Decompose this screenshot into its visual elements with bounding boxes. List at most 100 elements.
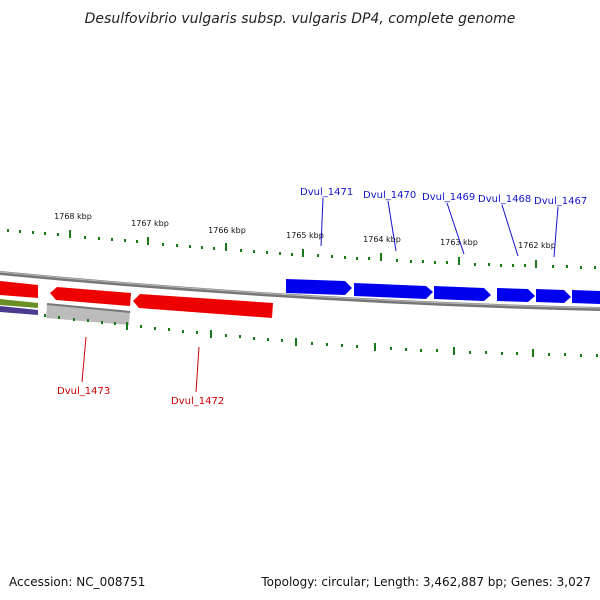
tick-dot <box>405 348 407 351</box>
tick-dot <box>580 266 582 269</box>
leader-line-dvul-1470 <box>387 200 397 252</box>
gene-arrow-blue-partial[interactable] <box>572 290 600 304</box>
tick-dot <box>154 327 156 330</box>
reverse-leader-lines <box>81 336 200 393</box>
tick-dot <box>446 261 448 264</box>
leader-line-dvul-1471 <box>320 197 324 247</box>
major-tick <box>458 257 460 265</box>
tick-dot <box>500 264 502 267</box>
leader-line-dvul-1472 <box>195 346 200 393</box>
tick-dot <box>311 342 313 345</box>
gene-arrow-dvul-1473[interactable] <box>50 287 131 306</box>
tick-dot <box>213 247 215 250</box>
gene-label-dvul-1468[interactable]: Dvul_1468 <box>478 194 531 205</box>
major-tick <box>302 249 304 257</box>
gene-arrow-dvul-1471[interactable] <box>286 279 352 295</box>
tick-dot <box>356 345 358 348</box>
tick-dot <box>44 314 46 317</box>
gene-arrow-dvul-1468[interactable] <box>497 288 535 302</box>
tick-dot <box>114 322 116 325</box>
major-tick <box>380 253 382 261</box>
tick-label-1766: 1766 kbp <box>208 226 246 235</box>
tick-label-1768: 1768 kbp <box>54 212 92 221</box>
major-tick <box>225 243 227 251</box>
tick-dot <box>420 349 422 352</box>
gene-label-dvul-1467[interactable]: Dvul_1467 <box>534 196 587 207</box>
major-tick <box>535 260 537 268</box>
tick-dot <box>98 237 100 240</box>
tick-dot <box>331 255 333 258</box>
tick-dot <box>410 260 412 263</box>
tick-dot <box>176 244 178 247</box>
tick-label-1767: 1767 kbp <box>131 219 169 228</box>
tick-dot <box>524 264 526 267</box>
gene-label-dvul-1470[interactable]: Dvul_1470 <box>363 190 416 201</box>
gene-arrow-dvul-1472[interactable] <box>133 294 273 318</box>
tick-label-1762: 1762 kbp <box>518 241 556 250</box>
forward-genes <box>286 279 600 304</box>
tick-dot <box>136 240 138 243</box>
gene-arrow-dvul-1470[interactable] <box>354 283 433 299</box>
gene-label-dvul-1471[interactable]: Dvul_1471 <box>300 187 353 198</box>
tick-dot <box>253 250 255 253</box>
tick-dot <box>291 253 293 256</box>
tick-dot <box>101 321 103 324</box>
tick-dot <box>44 232 46 235</box>
major-tick <box>532 349 534 357</box>
reverse-genes <box>50 287 273 318</box>
tick-dot <box>201 246 203 249</box>
tick-label-1763: 1763 kbp <box>440 238 478 247</box>
tick-dot <box>189 245 191 248</box>
tick-dot <box>19 230 21 233</box>
tick-dot <box>516 352 518 355</box>
major-tick <box>210 330 212 338</box>
accession-text: Accession: NC_008751 <box>9 575 145 589</box>
major-tick <box>453 347 455 355</box>
tick-dot <box>485 351 487 354</box>
tick-dot <box>182 330 184 333</box>
tick-dot <box>57 233 59 236</box>
tick-dot <box>317 254 319 257</box>
tick-dot <box>436 349 438 352</box>
tick-dot <box>422 260 424 263</box>
left-strand-purple <box>0 306 38 315</box>
tick-dot <box>390 347 392 350</box>
tick-dot <box>84 236 86 239</box>
tick-dot <box>58 316 60 319</box>
tick-dot <box>548 353 550 356</box>
tick-dot <box>580 354 582 357</box>
tick-dot <box>162 243 164 246</box>
tick-dot <box>281 339 283 342</box>
leader-line-dvul-1473 <box>81 336 87 383</box>
gene-label-dvul-1469[interactable]: Dvul_1469 <box>422 192 475 203</box>
tick-dot <box>111 238 113 241</box>
tick-dot <box>564 353 566 356</box>
forward-leader-lines <box>320 197 559 258</box>
leader-line-dvul-1468 <box>501 204 519 257</box>
tick-dot <box>344 256 346 259</box>
tick-label-1764: 1764 kbp <box>363 235 401 244</box>
major-tick <box>374 343 376 351</box>
genome-backbone <box>0 271 600 311</box>
genome-backbone-highlight <box>0 271 600 309</box>
major-tick <box>295 338 297 346</box>
tick-dot <box>279 252 281 255</box>
gene-arrow-dvul-1469[interactable] <box>434 286 491 301</box>
gene-label-dvul-1472[interactable]: Dvul_1472 <box>171 396 224 407</box>
tick-dot <box>474 263 476 266</box>
map-title: Desulfovibrio vulgaris subsp. vulgaris D… <box>85 11 516 27</box>
tick-dot <box>368 257 370 260</box>
major-tick <box>147 237 149 245</box>
tick-dot <box>196 331 198 334</box>
tick-dot <box>87 319 89 322</box>
tick-dot <box>469 351 471 354</box>
gene-grey[interactable] <box>46 304 130 325</box>
tick-dot <box>488 263 490 266</box>
major-tick <box>126 322 128 330</box>
tick-dot <box>32 231 34 234</box>
gene-arrow-dvul-1467[interactable] <box>536 289 571 303</box>
left-strand-red <box>0 281 38 298</box>
gene-label-dvul-1473[interactable]: Dvul_1473 <box>57 386 110 397</box>
tick-dot <box>73 318 75 321</box>
